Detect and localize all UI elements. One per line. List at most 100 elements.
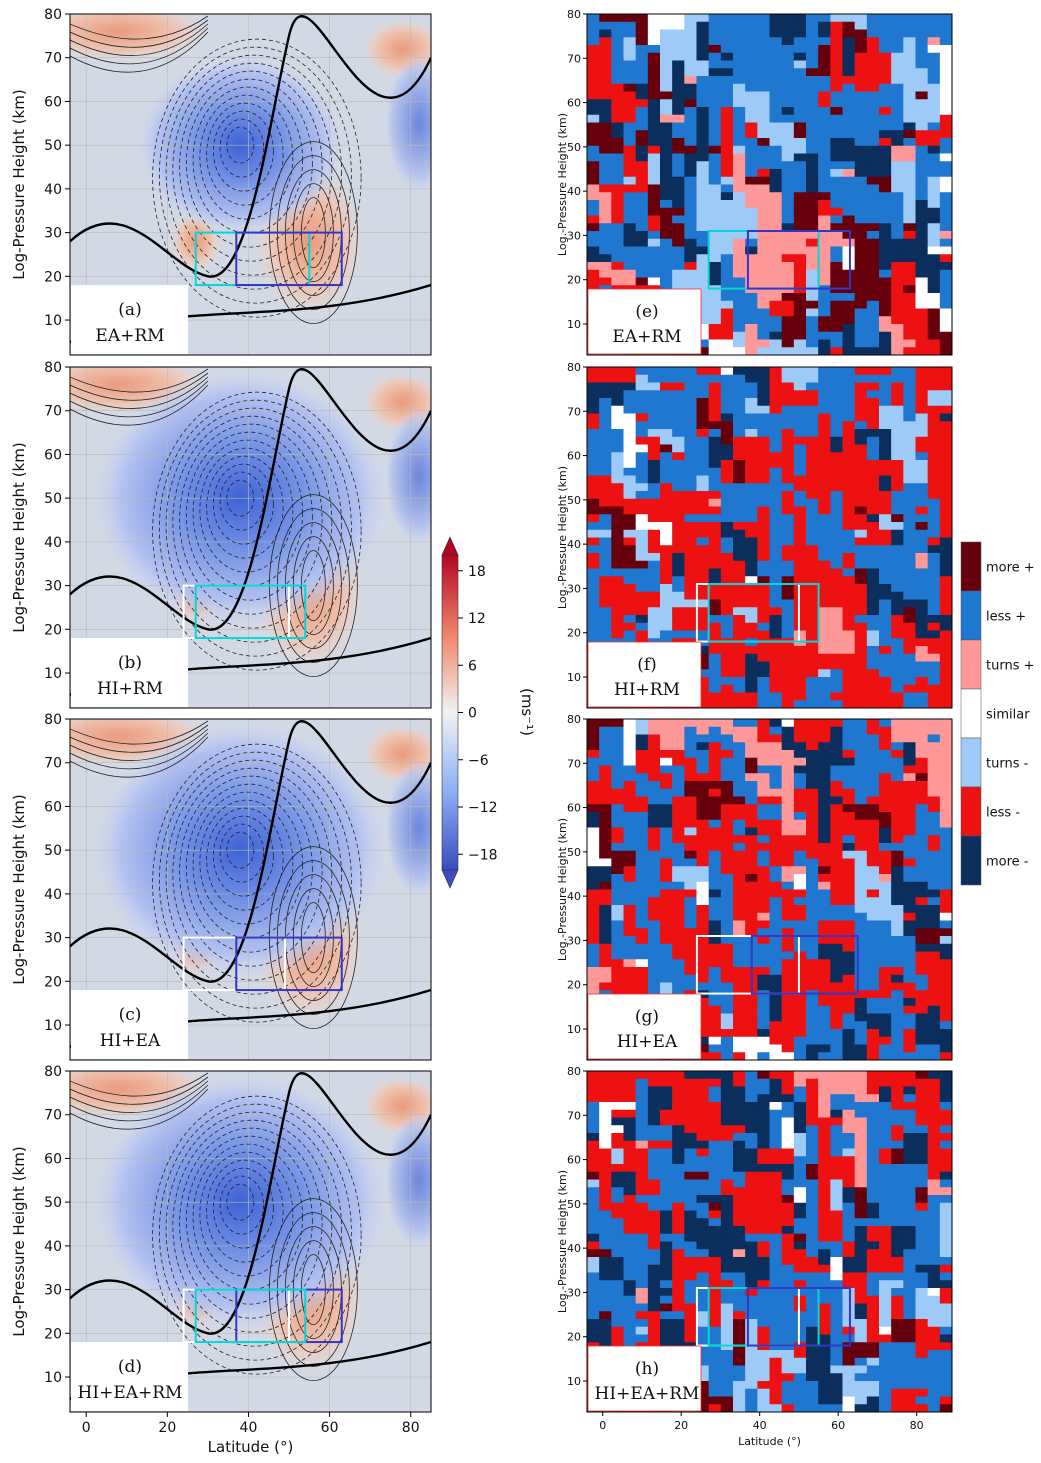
category-cell bbox=[757, 14, 770, 23]
category-cell bbox=[733, 1036, 746, 1045]
category-cell bbox=[781, 1148, 795, 1157]
category-cell bbox=[635, 584, 649, 593]
category-cell bbox=[733, 374, 746, 383]
category-cell bbox=[891, 1218, 904, 1227]
category-cell bbox=[720, 1071, 734, 1080]
category-cell bbox=[939, 804, 953, 813]
category-cell bbox=[903, 324, 916, 333]
category-cell bbox=[733, 153, 746, 162]
category-cell bbox=[891, 153, 904, 162]
category-cell bbox=[769, 545, 782, 554]
category-cell bbox=[696, 285, 709, 294]
category-cell bbox=[757, 91, 770, 100]
category-cell bbox=[647, 734, 661, 743]
category-cell bbox=[733, 138, 746, 147]
category-cell bbox=[891, 951, 904, 960]
category-cell bbox=[623, 804, 636, 813]
category-cell bbox=[830, 742, 843, 751]
category-cell bbox=[587, 788, 600, 797]
category-cell bbox=[866, 390, 880, 399]
category-cell bbox=[696, 1164, 709, 1173]
category-cell bbox=[891, 788, 904, 797]
category-cell bbox=[720, 1086, 734, 1095]
category-cell bbox=[781, 615, 795, 624]
category-cell bbox=[866, 788, 880, 797]
category-cell bbox=[891, 246, 904, 255]
category-cell bbox=[879, 967, 892, 976]
category-cell bbox=[927, 1109, 941, 1118]
category-cell bbox=[769, 576, 782, 585]
category-cell bbox=[660, 254, 673, 263]
category-cell bbox=[587, 269, 600, 278]
category-cell bbox=[635, 796, 649, 805]
category-cell bbox=[830, 692, 843, 701]
category-cell bbox=[891, 692, 904, 701]
category-cell bbox=[745, 1164, 758, 1173]
category-cell bbox=[660, 1156, 673, 1165]
category-cell bbox=[696, 1005, 709, 1014]
category-cell bbox=[927, 1179, 941, 1188]
category-cell bbox=[806, 835, 819, 844]
category-cell bbox=[854, 765, 868, 774]
category-cell bbox=[647, 192, 661, 201]
category-cell bbox=[647, 215, 661, 224]
category-cell bbox=[696, 300, 709, 309]
category-cell bbox=[733, 145, 746, 154]
category-cell bbox=[793, 21, 807, 30]
category-cell bbox=[939, 1195, 953, 1204]
category-cell bbox=[587, 1226, 600, 1235]
category-cell bbox=[879, 943, 892, 952]
category-cell bbox=[611, 277, 624, 286]
category-cell bbox=[733, 184, 746, 193]
category-cell bbox=[903, 460, 916, 469]
category-cell bbox=[891, 215, 904, 224]
category-cell bbox=[672, 498, 685, 507]
category-cell bbox=[830, 750, 843, 759]
category-cell bbox=[915, 1094, 928, 1103]
category-cell bbox=[757, 928, 770, 937]
category-cell bbox=[854, 1086, 868, 1095]
category-cell bbox=[720, 796, 734, 805]
category-cell bbox=[854, 107, 868, 116]
category-cell bbox=[720, 622, 734, 631]
category-cell bbox=[842, 1036, 855, 1045]
category-cell bbox=[830, 568, 843, 577]
category-cell bbox=[647, 858, 661, 867]
category-cell bbox=[720, 514, 734, 523]
category-cell bbox=[672, 444, 685, 453]
category-cell bbox=[684, 215, 697, 224]
category-cell bbox=[720, 866, 734, 875]
category-cell bbox=[793, 153, 807, 162]
category-cell bbox=[818, 1148, 831, 1157]
category-cell bbox=[733, 331, 746, 340]
category-cell bbox=[672, 974, 685, 983]
category-cell bbox=[903, 1179, 916, 1188]
category-cell bbox=[720, 68, 734, 77]
category-cell bbox=[806, 1013, 819, 1022]
category-cell bbox=[684, 192, 697, 201]
category-cell bbox=[793, 1218, 807, 1227]
category-cell bbox=[672, 951, 685, 960]
category-cell bbox=[599, 29, 612, 38]
category-cell bbox=[745, 1036, 758, 1045]
category-cell bbox=[830, 1117, 843, 1126]
category-cell bbox=[611, 467, 624, 476]
category-cell bbox=[866, 653, 880, 662]
category-cell bbox=[818, 436, 831, 445]
category-cell bbox=[806, 161, 819, 170]
category-cell bbox=[927, 812, 941, 821]
category-cell bbox=[903, 684, 916, 693]
category-cell bbox=[879, 622, 892, 631]
category-cell bbox=[806, 45, 819, 54]
category-cell bbox=[818, 959, 831, 968]
category-cell bbox=[635, 804, 649, 813]
category-cell bbox=[708, 238, 722, 247]
category-cell bbox=[891, 653, 904, 662]
category-cell bbox=[757, 1117, 770, 1126]
category-cell bbox=[599, 599, 612, 608]
category-cell bbox=[587, 599, 600, 608]
category-cell bbox=[854, 912, 868, 921]
category-cell bbox=[647, 819, 661, 828]
category-cell bbox=[611, 781, 624, 790]
category-cell bbox=[611, 537, 624, 546]
